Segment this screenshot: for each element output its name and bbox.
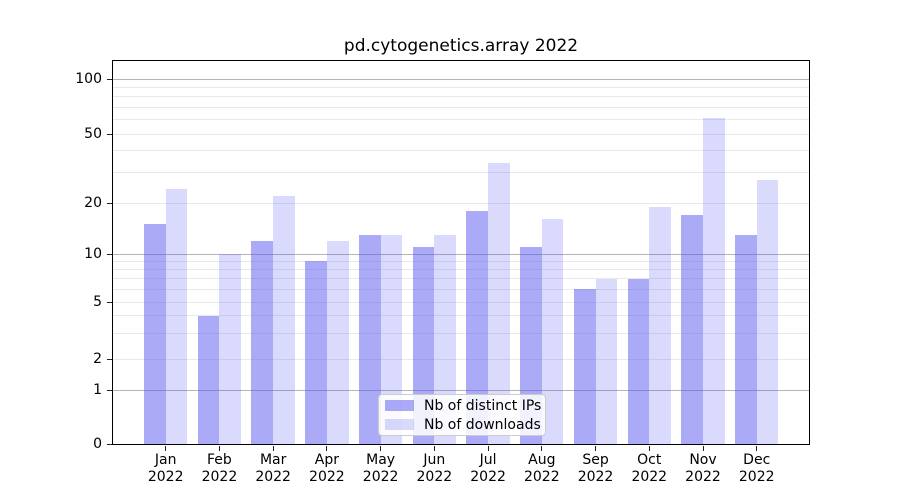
y-tick-label: 20 xyxy=(84,194,102,211)
y-tick-label: 1 xyxy=(93,381,102,398)
y-tick-mark xyxy=(107,253,112,255)
x-tick-label: May 2022 xyxy=(362,452,399,485)
minor-gridline xyxy=(113,268,809,270)
x-tick-label: Jun 2022 xyxy=(416,452,453,485)
plot-area xyxy=(112,60,810,445)
y-tick-mark xyxy=(107,301,112,303)
bar-downloads xyxy=(326,240,349,444)
legend-row-downloads: Nb of downloads xyxy=(385,416,541,433)
minor-gridline xyxy=(113,133,809,135)
y-tick-mark xyxy=(107,202,112,204)
bar-distinct-ips xyxy=(627,278,650,444)
major-gridline xyxy=(113,253,809,255)
minor-gridline xyxy=(113,288,809,290)
major-gridline xyxy=(113,389,809,391)
bar-distinct-ips xyxy=(358,234,381,444)
bar-downloads xyxy=(380,234,403,444)
y-tick-label: 5 xyxy=(93,293,102,310)
y-tick-label: 10 xyxy=(84,245,102,262)
bar-distinct-ips xyxy=(735,234,757,444)
y-tick-label: 2 xyxy=(93,350,102,367)
legend-label-distinct-ips: Nb of distinct IPs xyxy=(424,397,542,414)
minor-gridline xyxy=(113,171,809,173)
x-tick-label: Aug 2022 xyxy=(523,452,560,485)
minor-gridline xyxy=(113,119,809,121)
bar-distinct-ips xyxy=(251,240,274,444)
bar-downloads xyxy=(434,234,457,444)
minor-gridline xyxy=(113,301,809,303)
x-tick-label: Oct 2022 xyxy=(631,452,668,485)
legend-label-downloads: Nb of downloads xyxy=(424,416,541,433)
minor-gridline xyxy=(113,333,809,335)
legend-row-distinct-ips: Nb of distinct IPs xyxy=(385,397,542,414)
minor-gridline xyxy=(113,86,809,88)
x-tick-mark xyxy=(380,446,382,451)
y-tick-label: 100 xyxy=(75,70,102,87)
bar-distinct-ips xyxy=(197,315,220,444)
x-tick-label: Sep 2022 xyxy=(577,452,614,485)
minor-gridline xyxy=(113,260,809,262)
bar-downloads xyxy=(541,219,564,444)
x-tick-mark xyxy=(648,446,650,451)
x-tick-mark xyxy=(165,446,167,451)
bar-downloads xyxy=(703,118,725,444)
legend: Nb of distinct IPs Nb of downloads xyxy=(378,394,546,436)
x-tick-mark xyxy=(272,446,274,451)
bar-downloads xyxy=(595,278,618,444)
bar-distinct-ips xyxy=(573,289,596,444)
y-tick-label: 0 xyxy=(93,435,102,452)
y-tick-mark xyxy=(107,443,112,445)
major-gridline xyxy=(113,78,809,80)
bar-distinct-ips xyxy=(466,210,489,444)
minor-gridline xyxy=(113,202,809,204)
x-tick-label: Nov 2022 xyxy=(685,452,721,485)
downloads-swatch-icon xyxy=(385,419,414,430)
bar-downloads xyxy=(165,189,188,444)
x-tick-label: Jul 2022 xyxy=(470,452,506,485)
x-tick-mark xyxy=(487,446,489,451)
x-tick-mark xyxy=(541,446,543,451)
bar-distinct-ips xyxy=(681,214,703,444)
bar-downloads xyxy=(219,254,242,444)
y-tick-label: 50 xyxy=(84,125,102,142)
chart-title: pd.cytogenetics.array 2022 xyxy=(343,36,579,56)
y-tick-mark xyxy=(107,78,112,80)
minor-gridline xyxy=(113,106,809,108)
y-tick-mark xyxy=(107,358,112,360)
x-tick-label: Mar 2022 xyxy=(255,452,291,485)
minor-gridline xyxy=(113,278,809,280)
x-tick-mark xyxy=(433,446,435,451)
bar-downloads xyxy=(756,180,779,444)
x-tick-mark xyxy=(595,446,597,451)
x-tick-mark xyxy=(756,446,758,451)
bar-downloads xyxy=(273,195,295,444)
bar-downloads xyxy=(488,163,510,444)
x-tick-mark xyxy=(702,446,704,451)
bar-distinct-ips xyxy=(305,261,327,444)
distinct-ips-swatch-icon xyxy=(385,400,414,411)
y-tick-mark xyxy=(107,133,112,135)
x-tick-mark xyxy=(218,446,220,451)
minor-gridline xyxy=(113,315,809,317)
x-tick-label: Apr 2022 xyxy=(309,452,345,485)
y-tick-mark xyxy=(107,389,112,391)
bar-downloads xyxy=(649,206,671,444)
bar-distinct-ips xyxy=(144,224,166,444)
x-tick-mark xyxy=(326,446,328,451)
x-tick-label: Feb 2022 xyxy=(201,452,238,485)
minor-gridline xyxy=(113,96,809,98)
minor-gridline xyxy=(113,150,809,152)
minor-gridline xyxy=(113,358,809,360)
x-tick-label: Dec 2022 xyxy=(738,452,775,485)
x-tick-label: Jan 2022 xyxy=(147,452,184,485)
